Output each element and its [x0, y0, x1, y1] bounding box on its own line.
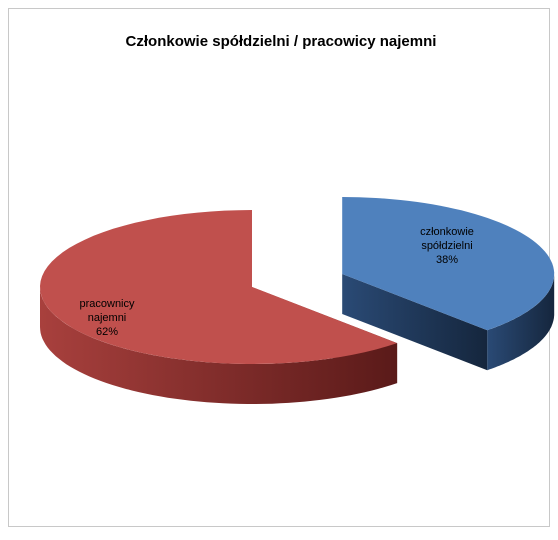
data-label-category: członkowie spółdzielni: [420, 226, 474, 252]
slice-side: [40, 287, 398, 404]
data-label-category: pracownicy najemni: [79, 298, 135, 324]
data-label-value: 62%: [96, 326, 118, 338]
chart-title: Członkowie spółdzielni / pracowicy najem…: [126, 33, 437, 50]
slice: [342, 197, 555, 371]
slice-top: [342, 197, 555, 331]
slice-top: [40, 210, 398, 364]
slice: [40, 210, 398, 404]
data-label-value: 38%: [436, 254, 458, 266]
slice-face: [342, 274, 488, 371]
slice-side: [487, 274, 555, 371]
